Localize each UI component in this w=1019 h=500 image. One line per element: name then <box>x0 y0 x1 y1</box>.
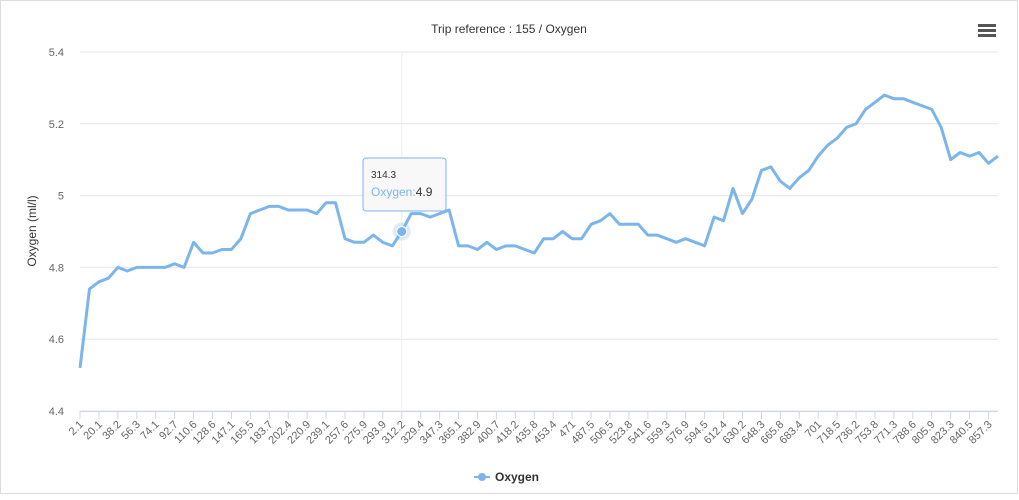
tooltip-box <box>362 157 447 212</box>
hover-point <box>396 226 408 237</box>
tooltip-body: Oxygen:4.9 <box>371 185 433 199</box>
tooltip-series: Oxygen <box>371 185 412 199</box>
y-tick-label: 5.4 <box>49 47 64 59</box>
menu-bar <box>978 24 996 27</box>
y-tick-label: 4.6 <box>49 334 64 346</box>
menu-bar <box>978 34 996 37</box>
legend-symbol <box>478 473 486 481</box>
y-tick-label: 5.2 <box>49 119 64 131</box>
y-tick-label: 4.8 <box>49 262 64 274</box>
tooltip-header: 314.3 <box>371 170 396 181</box>
tooltip-value: 4.9 <box>416 185 433 199</box>
series-line <box>78 93 999 369</box>
y-tick-label: 5 <box>58 191 64 203</box>
y-axis-title: Oxygen (ml/l) <box>25 195 39 266</box>
y-tick-label: 4.4 <box>49 406 64 418</box>
menu-button[interactable] <box>978 24 996 37</box>
menu-bar <box>978 29 996 32</box>
chart-title: Trip reference : 155 / Oxygen <box>431 22 587 36</box>
legend-item[interactable]: Oxygen <box>474 470 539 484</box>
tooltip-colon: : <box>412 185 415 199</box>
legend-label: Oxygen <box>495 470 539 484</box>
tooltip: 314.3 Oxygen:4.9 <box>362 157 447 212</box>
